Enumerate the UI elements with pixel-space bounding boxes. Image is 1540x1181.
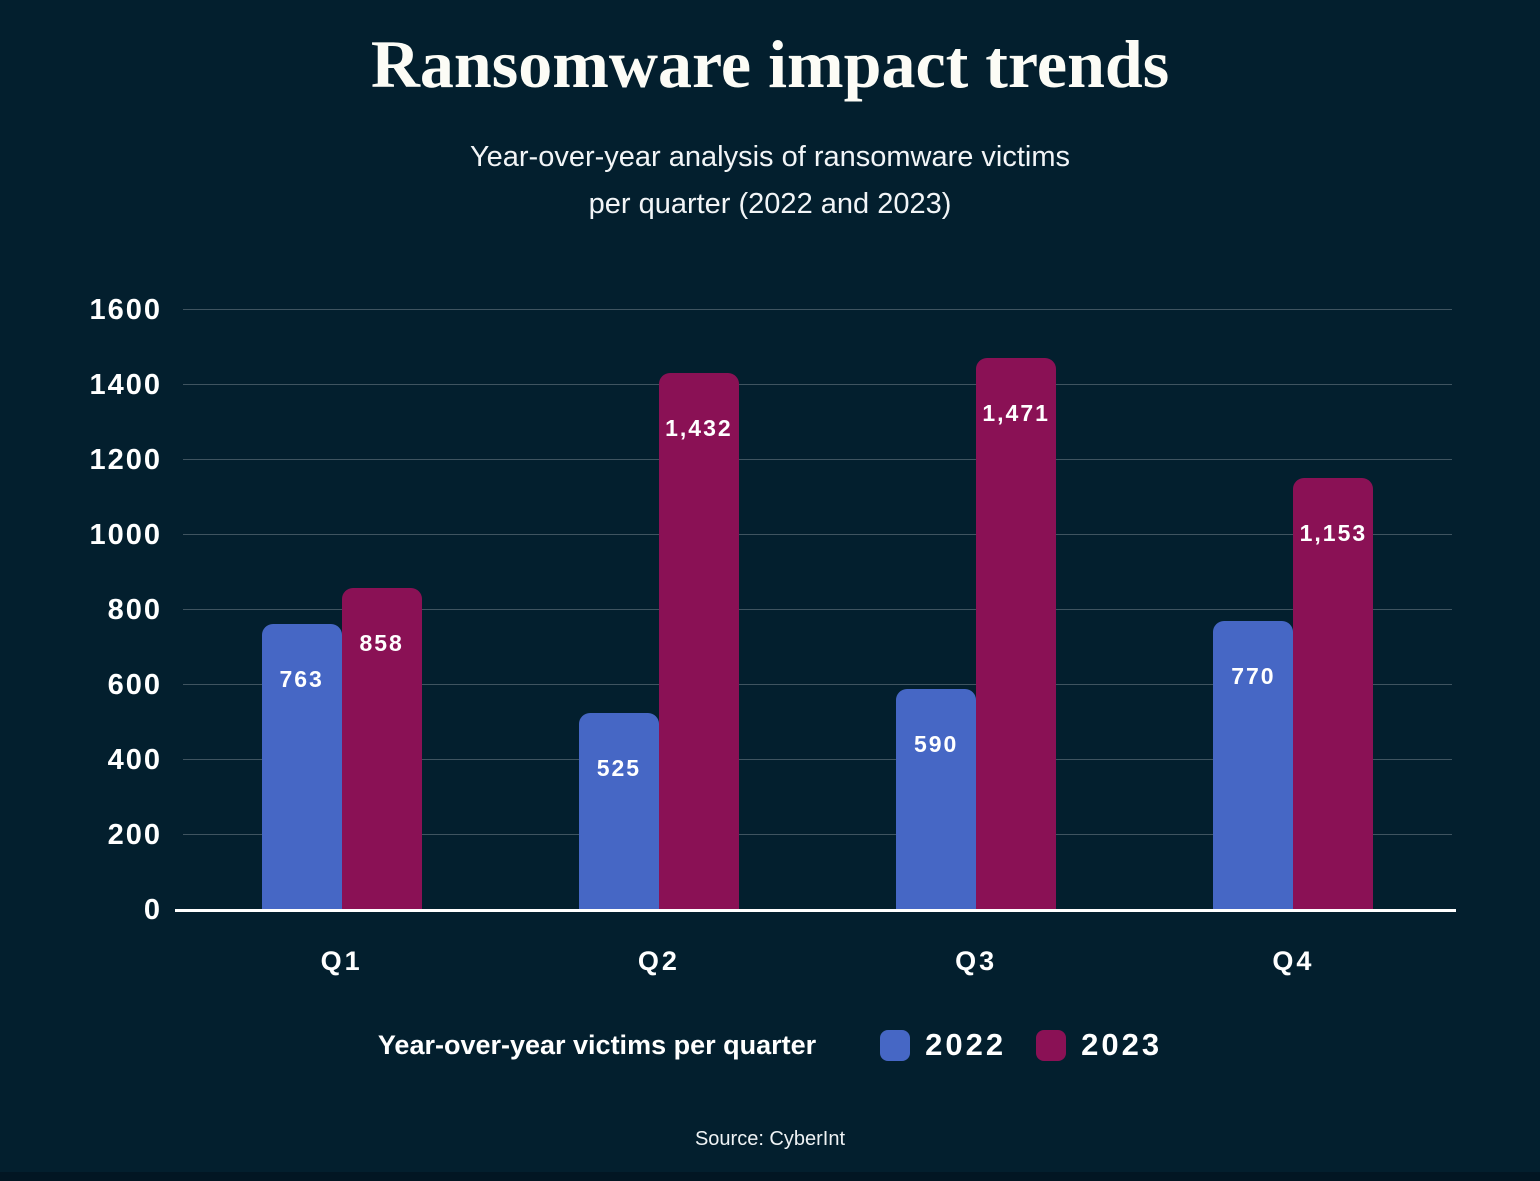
- gridline-200: [183, 834, 1452, 835]
- gridline-400: [183, 759, 1452, 760]
- legend-item-2022: 2022: [880, 1027, 1006, 1063]
- gridline-1000: [183, 534, 1452, 535]
- y-axis-labels: 0 200 400 600 800 1000 1200 1400 1600: [0, 295, 162, 925]
- gridline-800: [183, 609, 1452, 610]
- y-tick-label-200: 200: [107, 819, 162, 851]
- y-tick-label-1200: 1200: [89, 444, 162, 476]
- bar-value-label-2023-q3: 1,471: [982, 400, 1050, 427]
- x-tick-label-q4: Q4: [1272, 946, 1315, 976]
- bar-value-label-2023-q4: 1,153: [1299, 519, 1368, 546]
- legend-title: Year-over-year victims per quarter: [377, 1029, 817, 1060]
- bar-2022-q4: 770: [1213, 621, 1294, 910]
- y-tick-label-1600: 1600: [89, 294, 162, 326]
- source-text: Source: CyberInt: [694, 1128, 846, 1150]
- y-tick-label-0: 0: [143, 894, 162, 926]
- bar-value-label-2022-q1: 763: [279, 665, 324, 692]
- page-subtitle-line1: Year-over-year analysis of ransomware vi…: [469, 141, 1071, 173]
- x-tick-label-q2: Q2: [637, 946, 680, 976]
- legend: Year-over-year victims per quarter 2022 …: [0, 1022, 1540, 1068]
- x-tick-label-q1: Q1: [320, 946, 363, 976]
- gridline-1200: [183, 459, 1452, 460]
- bar-2023-q2: 1,432: [658, 373, 739, 910]
- y-tick-label-400: 400: [107, 744, 162, 776]
- y-tick-label-1400: 1400: [89, 369, 162, 401]
- bar-2023-q3: 1,471: [976, 358, 1057, 910]
- gridline-600: [183, 684, 1452, 685]
- bar-value-label-2022-q3: 590: [913, 730, 959, 757]
- bar-2023-q1: 858: [341, 588, 422, 910]
- legend-label-2023: 2023: [1081, 1027, 1163, 1062]
- bar-2022-q2: 525: [578, 713, 659, 910]
- gridline-1400: [183, 384, 1452, 385]
- page-title: Ransomware impact trends: [370, 26, 1170, 102]
- bar-value-label-2023-q2: 1,432: [665, 415, 733, 441]
- bar-value-label-2023-q1: 858: [359, 630, 404, 657]
- y-tick-label-800: 800: [107, 594, 162, 626]
- y-tick-label-1000: 1000: [89, 519, 162, 551]
- bar-2022-q3: 590: [896, 688, 977, 910]
- legend-label-2022: 2022: [925, 1027, 1007, 1062]
- legend-swatch-2022-icon: [880, 1029, 911, 1061]
- page-subtitle-line2: per quarter (2022 and 2023): [588, 188, 952, 220]
- legend-swatch-2023-icon: [1036, 1029, 1067, 1061]
- x-axis-line: [175, 909, 1456, 912]
- bar-value-label-2022-q2: 525: [596, 755, 642, 782]
- gridline-1600: [183, 309, 1452, 310]
- legend-item-2023: 2023: [1036, 1027, 1162, 1063]
- bottom-strip: [0, 1172, 1540, 1181]
- bar-2022-q1: 763: [261, 623, 342, 910]
- plot-area: 763 858 Q1 525 1,432 Q2 590 1,471 Q3 770 1,153 Q4: [175, 309, 1456, 976]
- y-tick-label-600: 600: [107, 669, 162, 701]
- x-tick-label-q3: Q3: [955, 946, 998, 976]
- bar-2023-q4: 1,153: [1293, 477, 1374, 910]
- page-subtitle: Year-over-year analysis of ransomware vi…: [0, 134, 1540, 228]
- bar-value-label-2022-q4: 770: [1231, 663, 1276, 690]
